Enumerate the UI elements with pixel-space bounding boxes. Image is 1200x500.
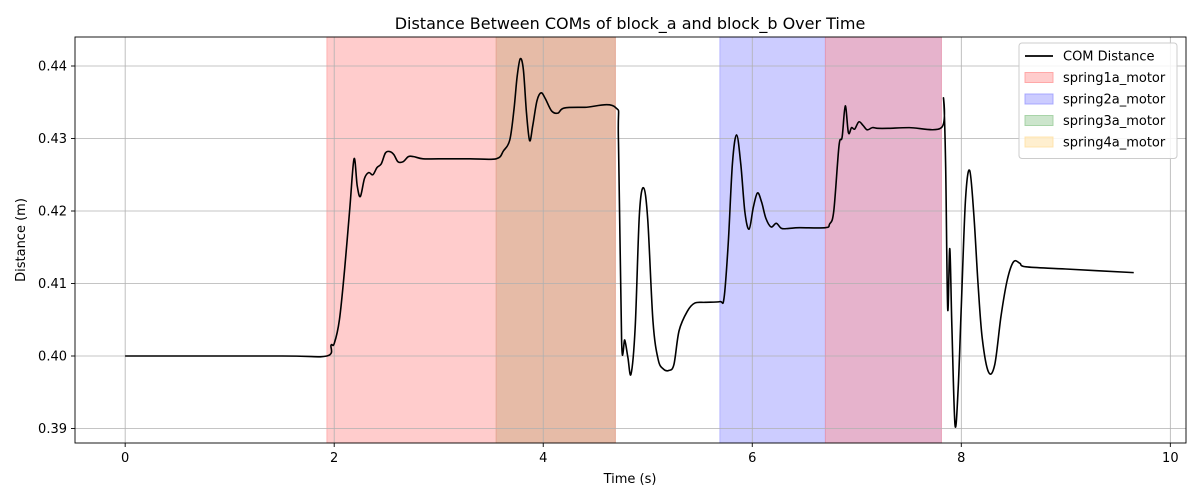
y-axis-label: Distance (m): [14, 198, 29, 282]
span-spring1a_motor-0: [326, 36, 497, 444]
x-tick-label-5: 10: [1162, 451, 1179, 466]
chart-title: Distance Between COMs of block_a and blo…: [395, 14, 866, 34]
y-tick-label-1: 0.40: [38, 350, 67, 365]
y-tick-label-0: 0.39: [38, 422, 67, 437]
legend-label-1: spring1a_motor: [1063, 71, 1166, 86]
legend-label-2: spring2a_motor: [1063, 93, 1166, 108]
plot-area: 0 2 4 6 8 10 0.39 0.40 0.41 0.42 0.43 0.44: [38, 36, 1187, 466]
x-axis-label: Time (s): [603, 472, 657, 487]
legend-label-0: COM Distance: [1063, 50, 1155, 65]
x-tick-label-1: 2: [330, 451, 338, 466]
legend-swatch-1: [1024, 72, 1054, 83]
y-tick-label-5: 0.44: [38, 60, 67, 75]
x-tick-label-3: 6: [748, 451, 756, 466]
x-tick-label-0: 0: [121, 451, 129, 466]
x-tick-label-4: 8: [957, 451, 965, 466]
axes-frame: [74, 36, 1187, 444]
legend-swatch-3: [1024, 115, 1054, 126]
x-tick-label-2: 4: [539, 451, 547, 466]
y-tick-label-4: 0.43: [38, 132, 67, 147]
span-spring2a_motor-4: [719, 36, 826, 444]
legend-label-4: spring4a_motor: [1063, 136, 1166, 151]
y-tick-label-3: 0.42: [38, 205, 67, 220]
legend-swatch-2: [1024, 93, 1054, 105]
series-line-com-distance: [125, 57, 1134, 428]
y-tick-label-2: 0.41: [38, 277, 67, 292]
legend-label-3: spring3a_motor: [1063, 114, 1166, 129]
legend-swatch-4: [1024, 136, 1054, 148]
legend: COM Distance spring1a_motor spring2a_motor…: [1018, 42, 1178, 159]
span-spring1a_motor-6: [824, 36, 942, 444]
span-spring1a_motor-3: [495, 36, 616, 444]
legend-box: [1018, 42, 1178, 159]
